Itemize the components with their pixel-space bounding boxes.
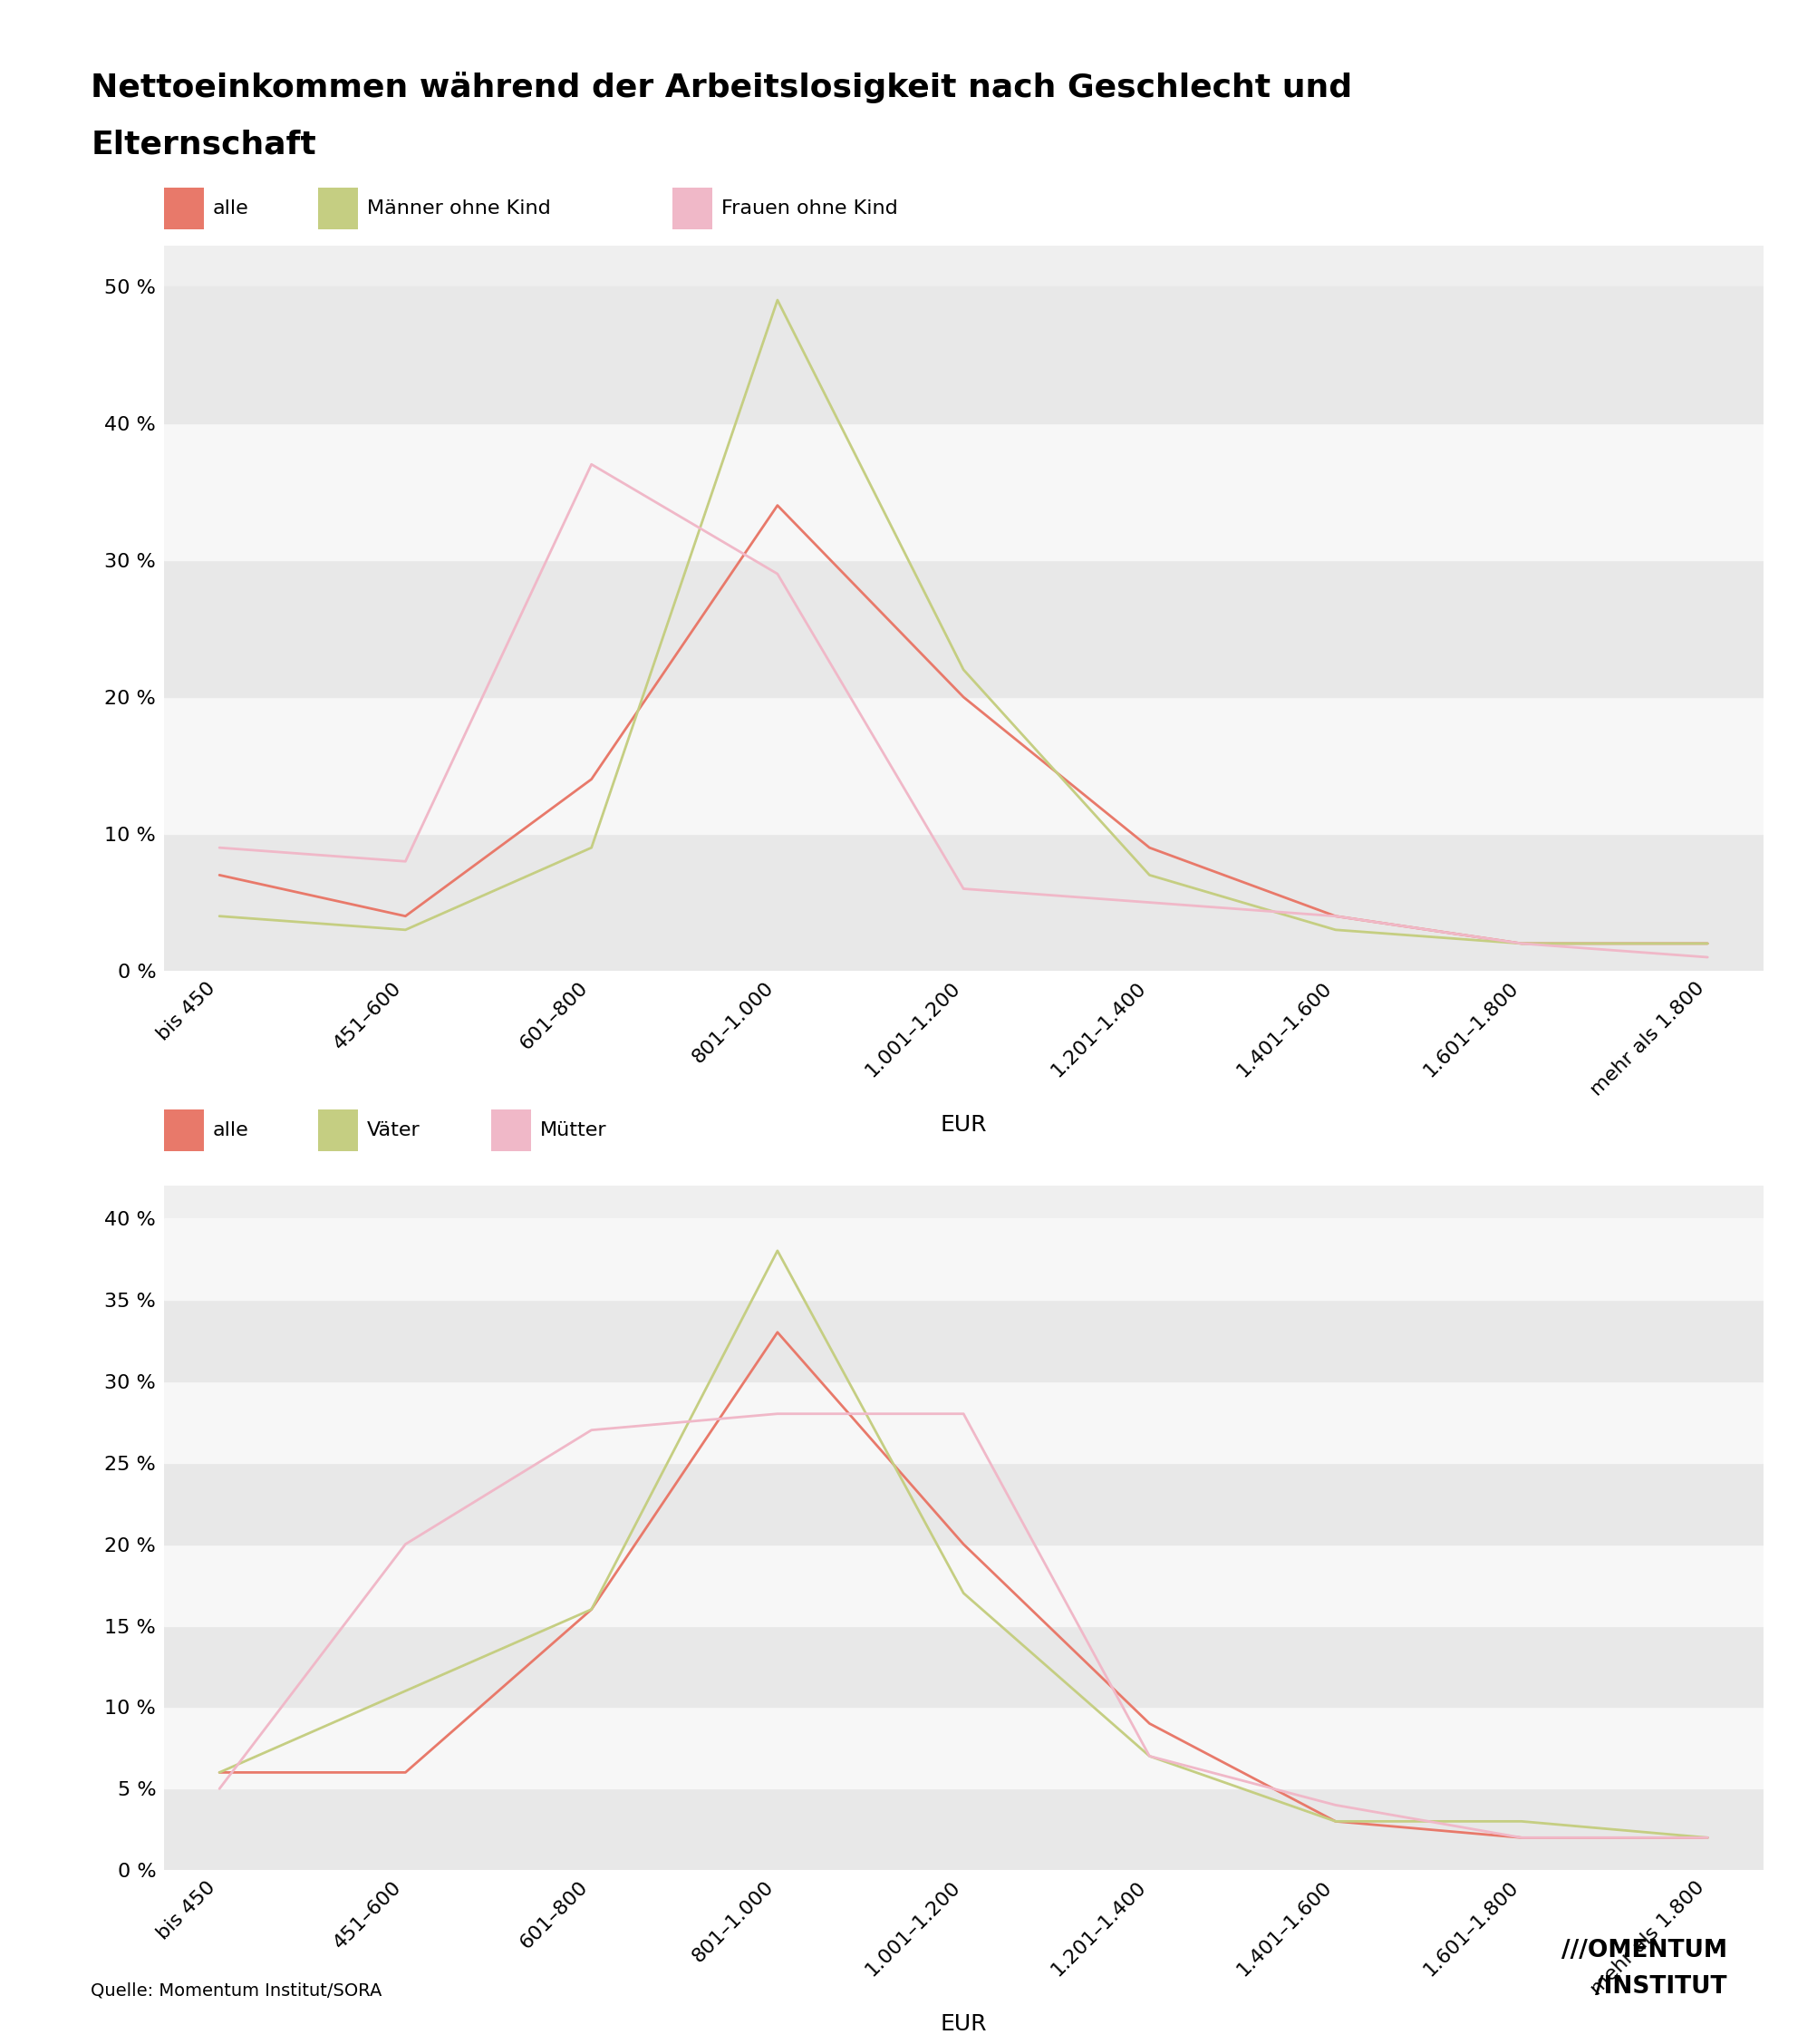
Text: Nettoeinkommen während der Arbeitslosigkeit nach Geschlecht und: Nettoeinkommen während der Arbeitslosigk…: [91, 72, 1352, 104]
Bar: [164, 286, 1762, 423]
Bar: [164, 1382, 1762, 1464]
Bar: [164, 560, 1762, 697]
Bar: [164, 423, 1762, 560]
Bar: [164, 1707, 1762, 1788]
Bar: [164, 1300, 1762, 1382]
Text: ///OMENTUM: ///OMENTUM: [1561, 1938, 1726, 1962]
Bar: [164, 1218, 1762, 1300]
Text: Männer ohne Kind: Männer ohne Kind: [367, 200, 551, 217]
Text: Elternschaft: Elternschaft: [91, 129, 316, 159]
X-axis label: EUR: EUR: [939, 1114, 987, 1136]
Bar: [164, 1788, 1762, 1870]
Text: alle: alle: [213, 1122, 249, 1139]
Text: Frauen ohne Kind: Frauen ohne Kind: [721, 200, 898, 217]
Text: alle: alle: [213, 200, 249, 217]
Bar: [164, 1625, 1762, 1707]
Text: /INSTITUT: /INSTITUT: [1594, 1975, 1726, 1999]
Text: Quelle: Momentum Institut/SORA: Quelle: Momentum Institut/SORA: [91, 1983, 382, 1999]
Bar: [164, 834, 1762, 971]
Text: Mütter: Mütter: [540, 1122, 607, 1139]
X-axis label: EUR: EUR: [939, 2013, 987, 2036]
Bar: [164, 697, 1762, 834]
Bar: [164, 1464, 1762, 1543]
Bar: [164, 1543, 1762, 1625]
Text: Väter: Väter: [367, 1122, 420, 1139]
